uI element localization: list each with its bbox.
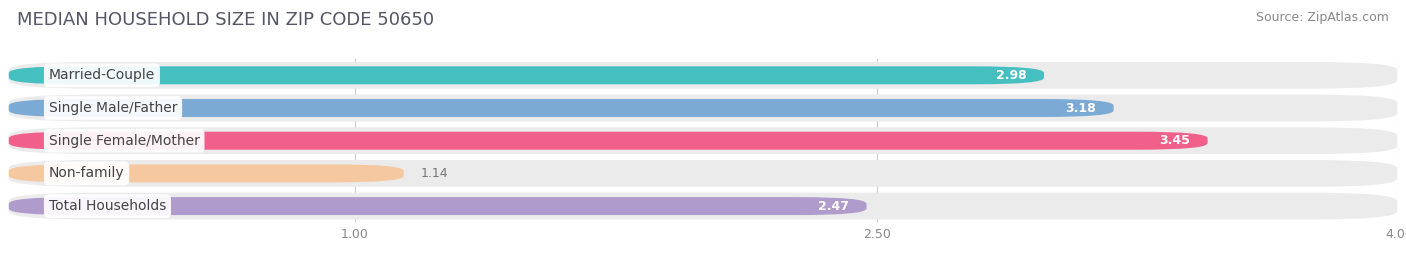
Text: 2.47: 2.47 <box>818 200 849 213</box>
Text: 2.98: 2.98 <box>995 69 1026 82</box>
FancyBboxPatch shape <box>8 62 1398 89</box>
FancyBboxPatch shape <box>8 160 1398 187</box>
Text: Total Households: Total Households <box>49 199 166 213</box>
FancyBboxPatch shape <box>8 66 1045 84</box>
FancyBboxPatch shape <box>8 132 1208 150</box>
Text: Non-family: Non-family <box>49 166 124 180</box>
FancyBboxPatch shape <box>8 99 1114 117</box>
Text: 3.45: 3.45 <box>1160 134 1191 147</box>
Text: MEDIAN HOUSEHOLD SIZE IN ZIP CODE 50650: MEDIAN HOUSEHOLD SIZE IN ZIP CODE 50650 <box>17 11 434 29</box>
Text: Source: ZipAtlas.com: Source: ZipAtlas.com <box>1256 11 1389 24</box>
Text: Single Male/Father: Single Male/Father <box>49 101 177 115</box>
Text: 3.18: 3.18 <box>1066 102 1097 114</box>
Text: Married-Couple: Married-Couple <box>49 68 155 82</box>
FancyBboxPatch shape <box>8 193 1398 219</box>
FancyBboxPatch shape <box>8 197 866 215</box>
FancyBboxPatch shape <box>8 95 1398 121</box>
FancyBboxPatch shape <box>8 164 404 183</box>
Text: Single Female/Mother: Single Female/Mother <box>49 134 200 148</box>
FancyBboxPatch shape <box>8 127 1398 154</box>
Text: 1.14: 1.14 <box>422 167 449 180</box>
